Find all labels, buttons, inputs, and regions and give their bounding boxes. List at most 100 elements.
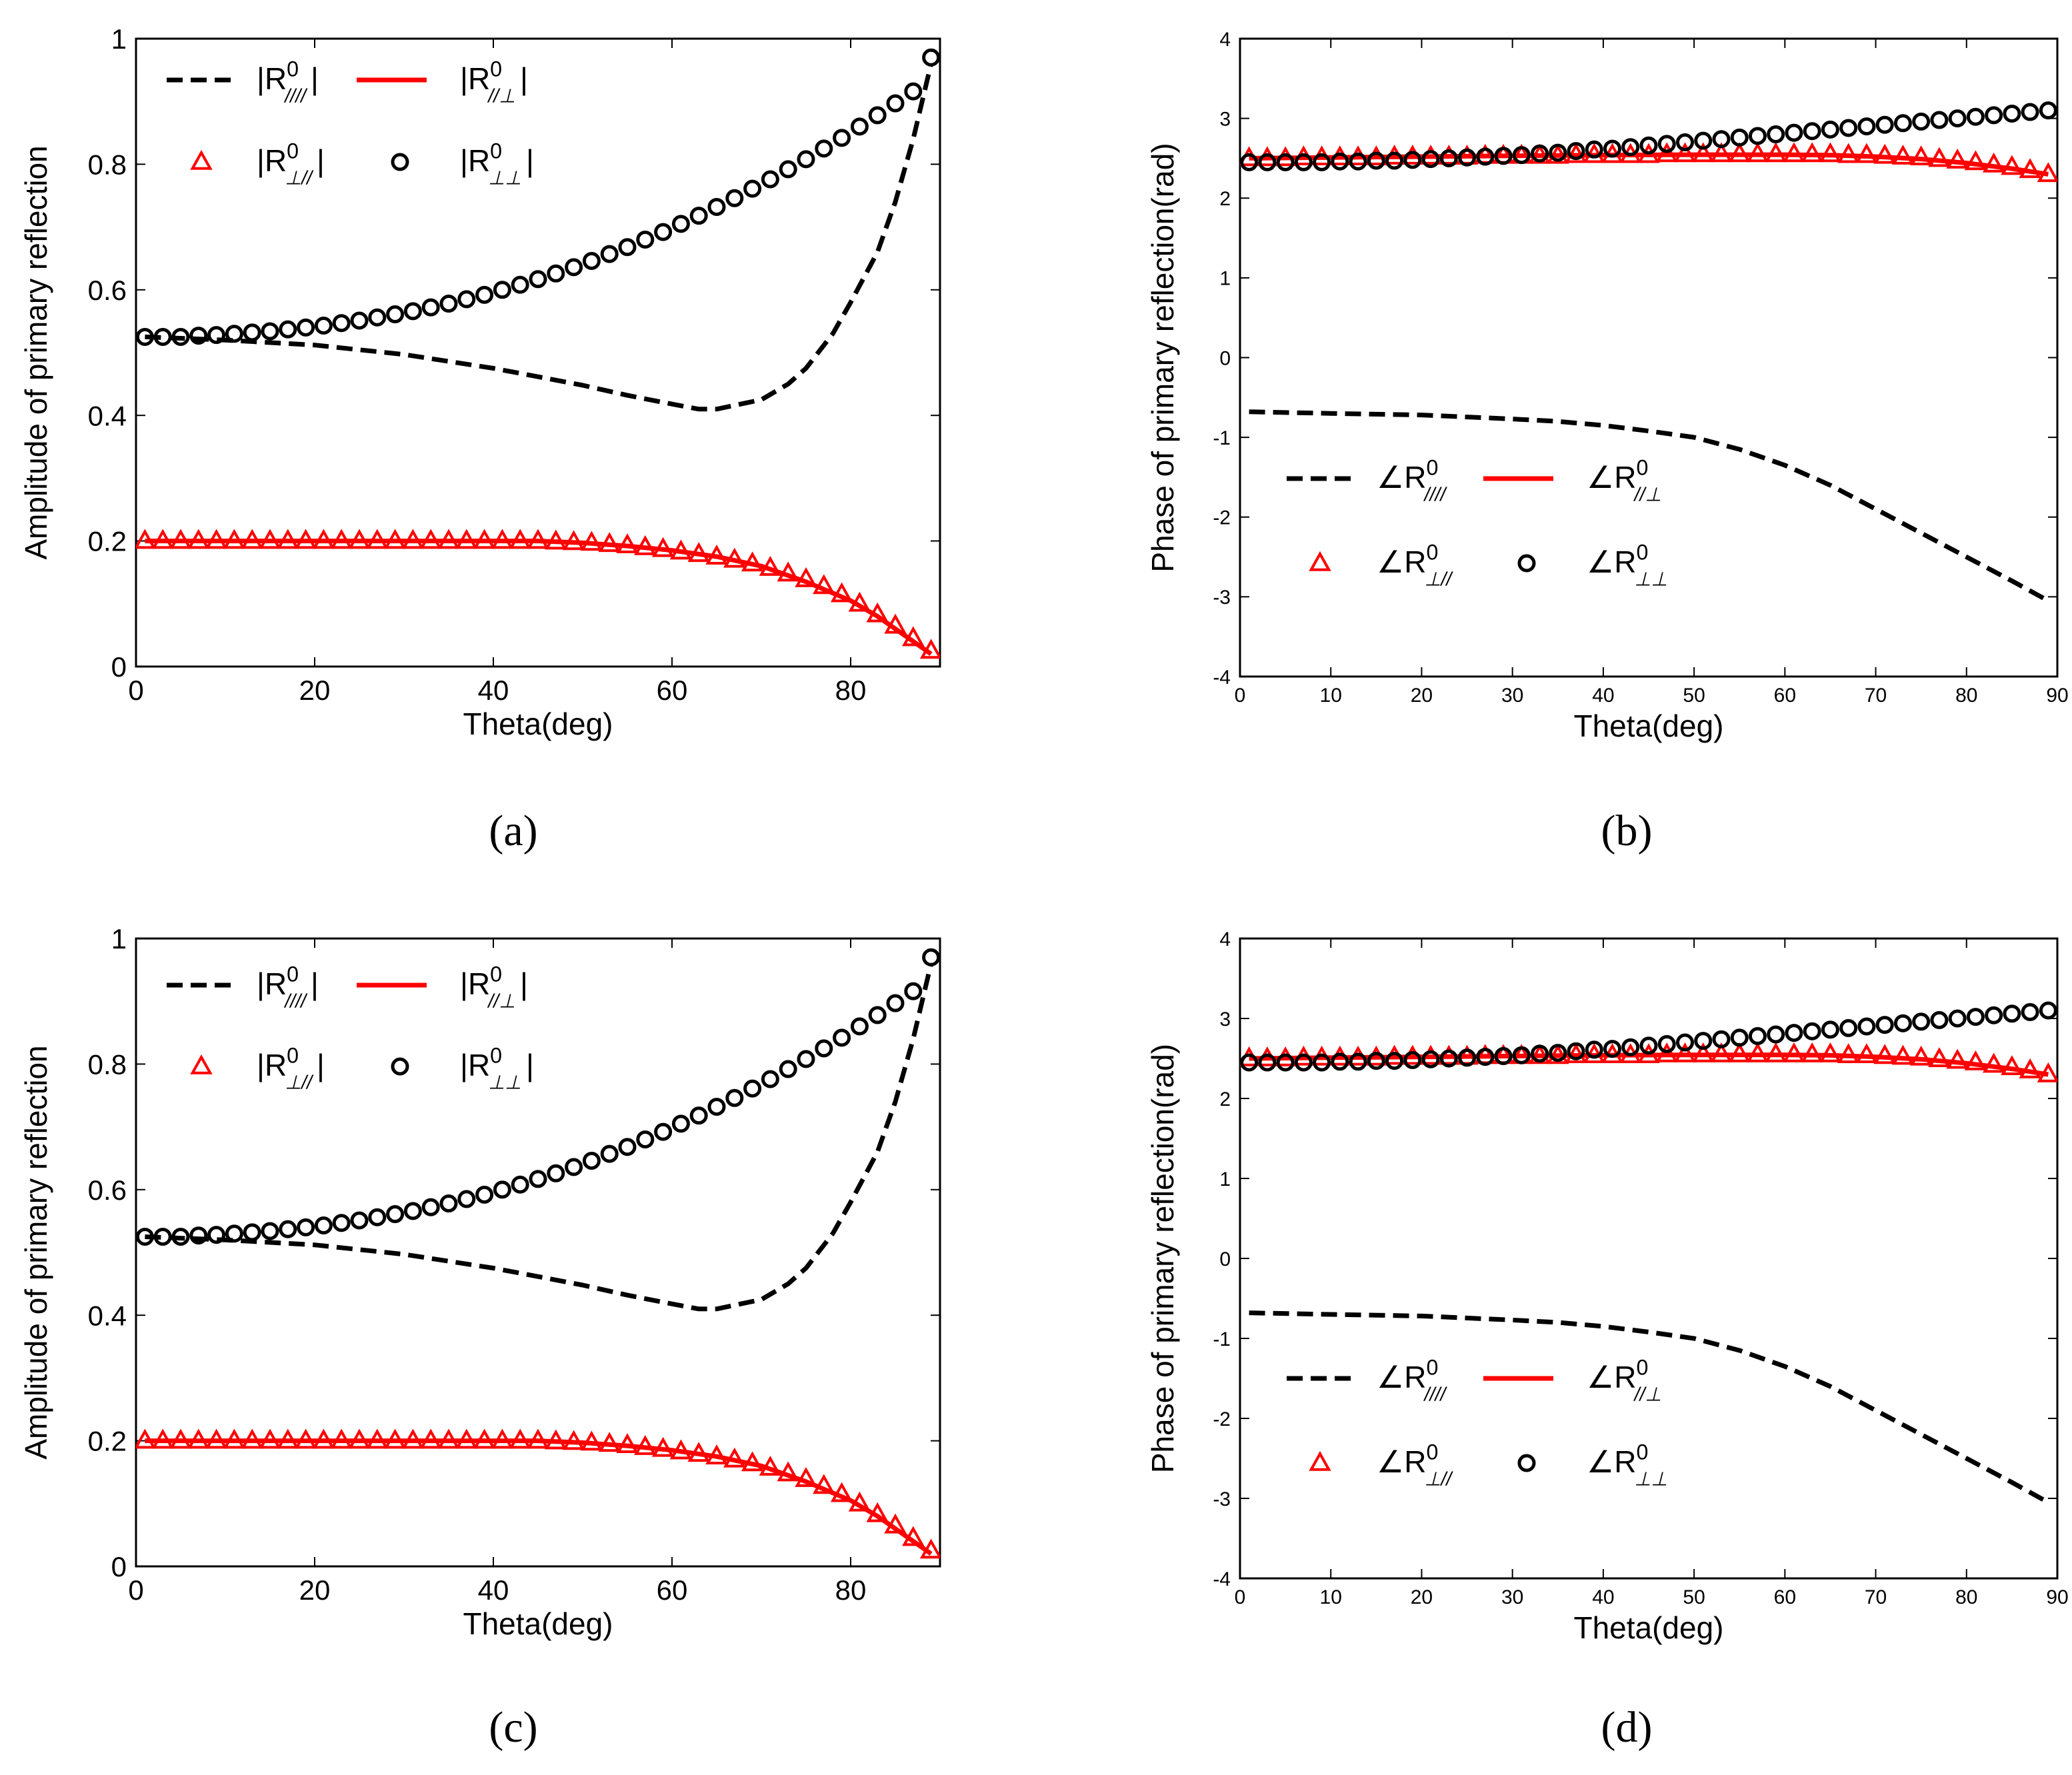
legend-label-sub: //// (283, 86, 308, 107)
y-tick-label: 0.6 (88, 1174, 127, 1206)
triangle-marker (455, 529, 478, 549)
circle-marker (886, 94, 905, 113)
series-line-solid (145, 1438, 933, 1556)
circle-marker (368, 308, 387, 327)
circle-marker (1675, 133, 1694, 152)
triangle-marker (1837, 1043, 1860, 1063)
circle-marker (779, 1060, 797, 1078)
x-tick-label: 90 (2046, 1586, 2068, 1608)
circle-marker (207, 1226, 226, 1244)
triangle-marker (813, 574, 835, 595)
y-tick-label: 2 (1219, 188, 1231, 210)
triangle-marker (687, 1442, 710, 1462)
series-line-dashed (145, 63, 934, 412)
triangle-marker (419, 1428, 442, 1449)
triangle-marker (598, 532, 621, 553)
y-tick-label: 0 (1219, 347, 1231, 369)
triangle-marker (2001, 1055, 2023, 1075)
triangle-marker (491, 529, 514, 549)
circle-marker (511, 1175, 529, 1194)
legend-label-sub: ⊥// (285, 168, 314, 189)
triangle-marker (277, 1428, 299, 1449)
legend-label: |R0 ⊥⊥| (460, 139, 534, 189)
circle-marker (565, 1158, 583, 1176)
triangle-marker (669, 539, 693, 560)
triangle-marker (1565, 143, 1587, 163)
x-tick-label: 80 (835, 675, 867, 706)
triangle-marker (169, 529, 192, 549)
circle-marker (1821, 120, 1839, 139)
legend-label: ∠R0 //// (1377, 1355, 1447, 1405)
circle-marker (457, 1190, 476, 1208)
triangle-marker (2019, 1058, 2041, 1078)
circle-marker (171, 327, 190, 346)
triangle-marker (205, 529, 228, 549)
circle-marker (189, 1226, 208, 1245)
circle-marker (689, 207, 708, 225)
plot-area (1240, 101, 2057, 603)
legend-label-tail: | (520, 966, 528, 1001)
x-tick-label: 10 (1320, 685, 1342, 707)
circle-marker (1476, 147, 1495, 166)
triangle-marker (1728, 142, 1751, 163)
legend-label-base: |R (460, 61, 490, 96)
circle-marker (475, 285, 494, 304)
circle-marker (797, 150, 815, 169)
circle-marker (1421, 150, 1440, 169)
triangle-marker (795, 567, 817, 587)
triangle-marker (1855, 1043, 1878, 1063)
circle-marker (350, 1211, 369, 1230)
triangle-marker (795, 1466, 817, 1487)
x-axis-label: Theta(deg) (1573, 1610, 1723, 1645)
circle-marker (922, 48, 940, 67)
y-tick-label: 0.6 (88, 275, 127, 306)
circle-marker (833, 129, 851, 147)
legend-label-base: |R (460, 1048, 490, 1082)
circle-marker (207, 326, 226, 345)
circle-marker (815, 139, 833, 158)
triangle-marker (1964, 1050, 1987, 1070)
legend-label-base: |R (257, 61, 287, 96)
legend-label-sub: //// (283, 991, 308, 1012)
circle-marker (1276, 1053, 1295, 1072)
circle-marker (1639, 136, 1658, 155)
circle-marker (565, 258, 583, 277)
circle-marker (815, 1039, 833, 1058)
legend-label-base: ∠R (1377, 545, 1426, 579)
triangle-marker (383, 529, 407, 549)
triangle-marker (651, 537, 675, 557)
circle-marker (743, 179, 762, 198)
triangle-marker (1891, 1044, 1915, 1065)
legend-label: |R0 ⊥//| (257, 139, 325, 189)
legend-label-base: ∠R (1377, 1360, 1426, 1394)
plot-frame (135, 37, 941, 668)
legend-label-sub: ⊥⊥ (1635, 1469, 1668, 1490)
triangle-marker (187, 1428, 210, 1449)
legend-label-sub: ⊥// (1425, 569, 1454, 591)
triangle-marker (136, 529, 157, 549)
triangle-marker (1891, 144, 1915, 165)
x-tick-label: 80 (1955, 1586, 1977, 1608)
circle-marker (671, 215, 690, 233)
triangle-marker (813, 1474, 835, 1494)
x-tick-label: 0 (128, 1574, 143, 1606)
x-tick-label: 60 (1774, 1586, 1796, 1608)
circle-marker (332, 1214, 351, 1232)
triangle-marker (884, 1513, 907, 1534)
circle-marker (797, 1050, 815, 1068)
circle-marker (636, 230, 655, 249)
legend-label: ∠R0 //⊥ (1587, 1355, 1661, 1405)
circle-marker (1331, 1052, 1349, 1071)
triangle-marker (491, 1428, 514, 1449)
x-tick-label: 0 (1235, 1586, 1246, 1608)
circle-marker (725, 189, 744, 207)
circle-marker (600, 245, 619, 263)
triangle-marker (2037, 1062, 2057, 1082)
triangle-marker (1547, 143, 1569, 164)
x-tick-label: 60 (657, 1574, 688, 1606)
triangle-marker (830, 582, 853, 603)
circle-marker (2003, 1004, 2021, 1023)
series-line-solid (1249, 1052, 2049, 1077)
y-tick-label: 0 (111, 1551, 127, 1582)
circle-marker (1839, 119, 1858, 137)
